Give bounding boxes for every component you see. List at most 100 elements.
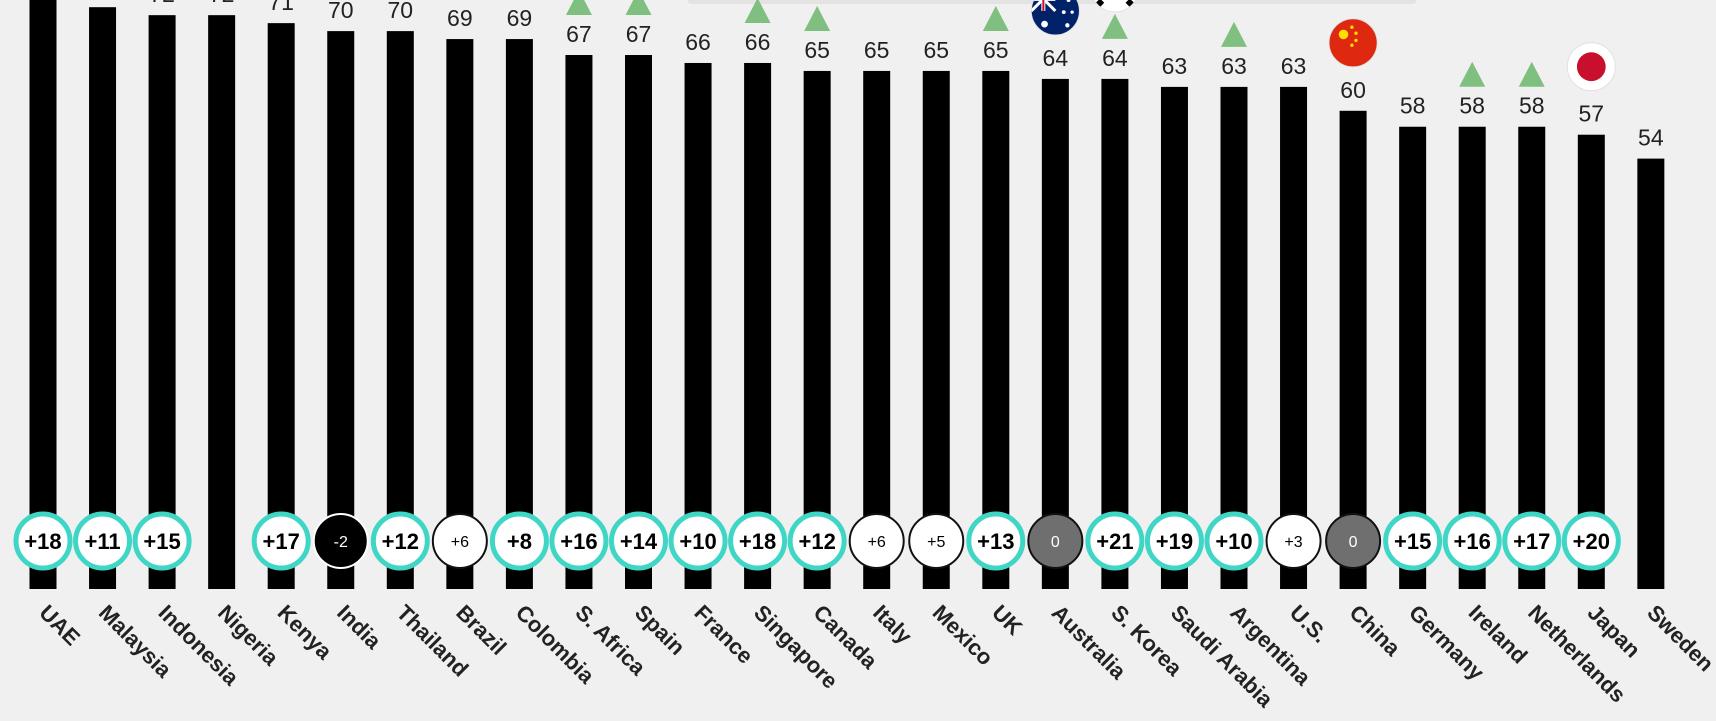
bar bbox=[1220, 86, 1248, 589]
value-label: 72 bbox=[149, 0, 175, 7]
change-badge-circle bbox=[848, 513, 905, 569]
value-label: 70 bbox=[328, 0, 354, 23]
change-badge: +11 bbox=[73, 511, 133, 571]
change-badge: +10 bbox=[668, 511, 728, 571]
bar bbox=[1041, 78, 1069, 590]
change-badge-circle bbox=[1383, 511, 1443, 571]
change-label: 0 bbox=[1051, 534, 1060, 551]
bar bbox=[267, 23, 295, 589]
change-badge-circle bbox=[13, 511, 73, 571]
bar bbox=[625, 55, 652, 589]
up-arrow-icon bbox=[982, 5, 1009, 31]
change-badge-circle bbox=[1204, 511, 1264, 571]
bar bbox=[565, 55, 593, 589]
bar bbox=[1339, 110, 1367, 590]
change-label: +11 bbox=[84, 529, 120, 554]
change-badge-circle bbox=[251, 511, 311, 571]
change-badge: +6 bbox=[848, 513, 905, 569]
value-label: 64 bbox=[1043, 45, 1069, 71]
change-badge: +14 bbox=[609, 511, 668, 571]
change-label: +15 bbox=[1394, 529, 1431, 554]
bar bbox=[803, 70, 831, 589]
bar bbox=[1160, 86, 1188, 589]
change-label: +10 bbox=[679, 529, 716, 554]
change-badge: +13 bbox=[966, 511, 1026, 571]
value-label: 66 bbox=[685, 29, 711, 55]
value-label: 58 bbox=[1519, 93, 1545, 119]
bar bbox=[1637, 158, 1665, 589]
up-arrow-icon bbox=[565, 0, 592, 16]
change-badge: +15 bbox=[132, 511, 192, 571]
value-label: 72 bbox=[209, 0, 235, 7]
bar bbox=[744, 62, 772, 590]
change-badge-circle bbox=[668, 511, 728, 571]
change-label: +3 bbox=[1284, 534, 1302, 551]
bar bbox=[29, 0, 57, 589]
change-label: +6 bbox=[868, 534, 886, 551]
category-label: Saudi Arabia bbox=[1166, 600, 1279, 713]
value-label: 70 bbox=[388, 0, 414, 23]
category-label: China bbox=[1345, 600, 1406, 661]
change-label: +12 bbox=[798, 529, 835, 554]
japan-flag-icon bbox=[1566, 42, 1616, 92]
change-label: +15 bbox=[143, 529, 180, 554]
bar bbox=[982, 70, 1010, 589]
change-label: +18 bbox=[739, 529, 776, 554]
change-badge-circle bbox=[1265, 513, 1322, 569]
change-badge: +17 bbox=[251, 511, 311, 571]
change-badge: +21 bbox=[1085, 511, 1145, 571]
bar bbox=[386, 31, 414, 590]
value-label: 69 bbox=[507, 5, 533, 31]
change-label: +8 bbox=[507, 529, 532, 554]
change-label: +5 bbox=[927, 534, 945, 551]
change-badge-circle bbox=[609, 511, 668, 571]
change-badge-circle bbox=[370, 511, 430, 571]
change-label: +16 bbox=[1454, 529, 1491, 554]
bar bbox=[863, 70, 891, 589]
change-badge-circle bbox=[132, 511, 192, 571]
change-label: +18 bbox=[24, 529, 61, 554]
change-badge: +18 bbox=[13, 511, 73, 571]
change-label: +21 bbox=[1096, 529, 1133, 554]
category-label: UAE bbox=[34, 600, 85, 651]
change-badge-circle bbox=[1502, 511, 1562, 571]
change-label: +17 bbox=[1513, 529, 1550, 554]
change-badge-circle bbox=[787, 511, 847, 571]
value-label: 57 bbox=[1579, 101, 1605, 127]
change-badge-circle bbox=[1144, 511, 1204, 571]
up-arrow-icon bbox=[625, 0, 652, 16]
change-badge: 0 bbox=[1325, 513, 1382, 569]
category-label: Italy bbox=[868, 600, 917, 649]
change-badge-circle bbox=[966, 511, 1026, 571]
category-label: France bbox=[690, 600, 759, 669]
change-badge-circle bbox=[312, 513, 369, 569]
change-badge: +19 bbox=[1144, 511, 1204, 571]
value-label: 67 bbox=[626, 21, 652, 47]
value-label: 65 bbox=[983, 37, 1009, 63]
change-badge: +16 bbox=[549, 511, 609, 571]
bar bbox=[684, 62, 712, 590]
change-badge-circle bbox=[728, 511, 788, 571]
change-badge: +10 bbox=[1204, 511, 1264, 571]
value-label: 63 bbox=[1281, 53, 1307, 79]
change-label: +19 bbox=[1156, 529, 1193, 554]
value-label: 60 bbox=[1340, 77, 1366, 103]
change-label: +20 bbox=[1573, 529, 1610, 554]
value-label: 63 bbox=[1162, 53, 1188, 79]
value-label: 69 bbox=[447, 5, 473, 31]
value-label: 65 bbox=[864, 37, 890, 63]
change-badge: +12 bbox=[787, 511, 847, 571]
value-label: 65 bbox=[923, 37, 949, 63]
change-badge: +17 bbox=[1502, 511, 1562, 571]
up-arrow-icon bbox=[744, 0, 771, 23]
value-label: 54 bbox=[1638, 125, 1664, 151]
change-badge: +12 bbox=[370, 511, 430, 571]
change-badge: +8 bbox=[489, 511, 549, 571]
change-badge: 0 bbox=[1027, 513, 1084, 569]
change-badge: -2 bbox=[312, 513, 369, 569]
bar bbox=[208, 15, 236, 590]
australia-flag-icon bbox=[1030, 0, 1080, 36]
category-label: U.S. bbox=[1285, 600, 1333, 648]
change-label: 0 bbox=[1349, 534, 1358, 551]
value-label: 64 bbox=[1102, 45, 1128, 71]
